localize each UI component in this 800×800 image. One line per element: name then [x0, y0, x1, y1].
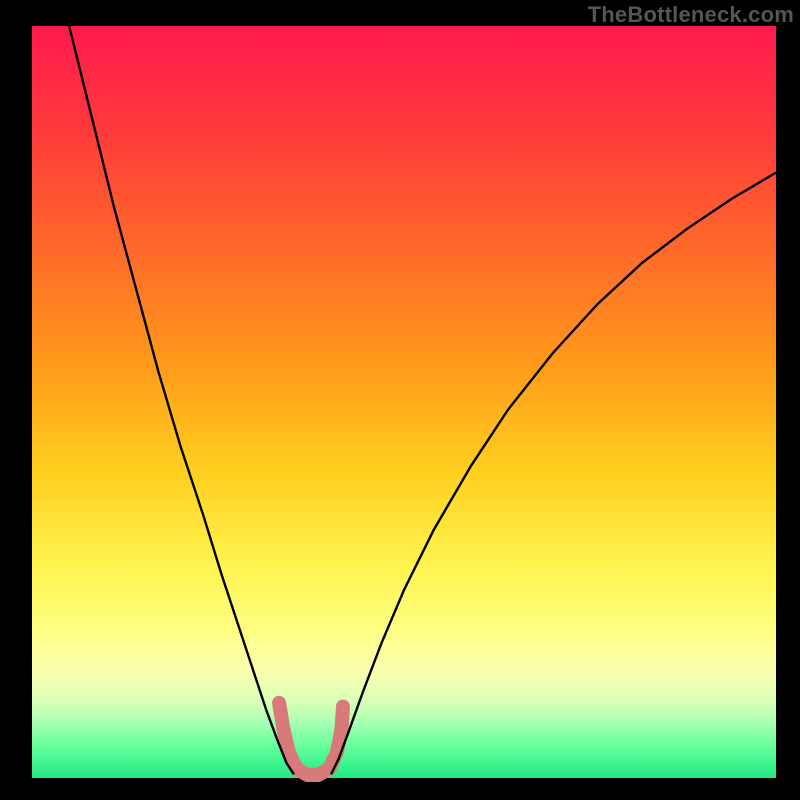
plot-background [32, 26, 776, 778]
bottleneck-chart [0, 0, 800, 800]
watermark-text: TheBottleneck.com [588, 2, 794, 28]
